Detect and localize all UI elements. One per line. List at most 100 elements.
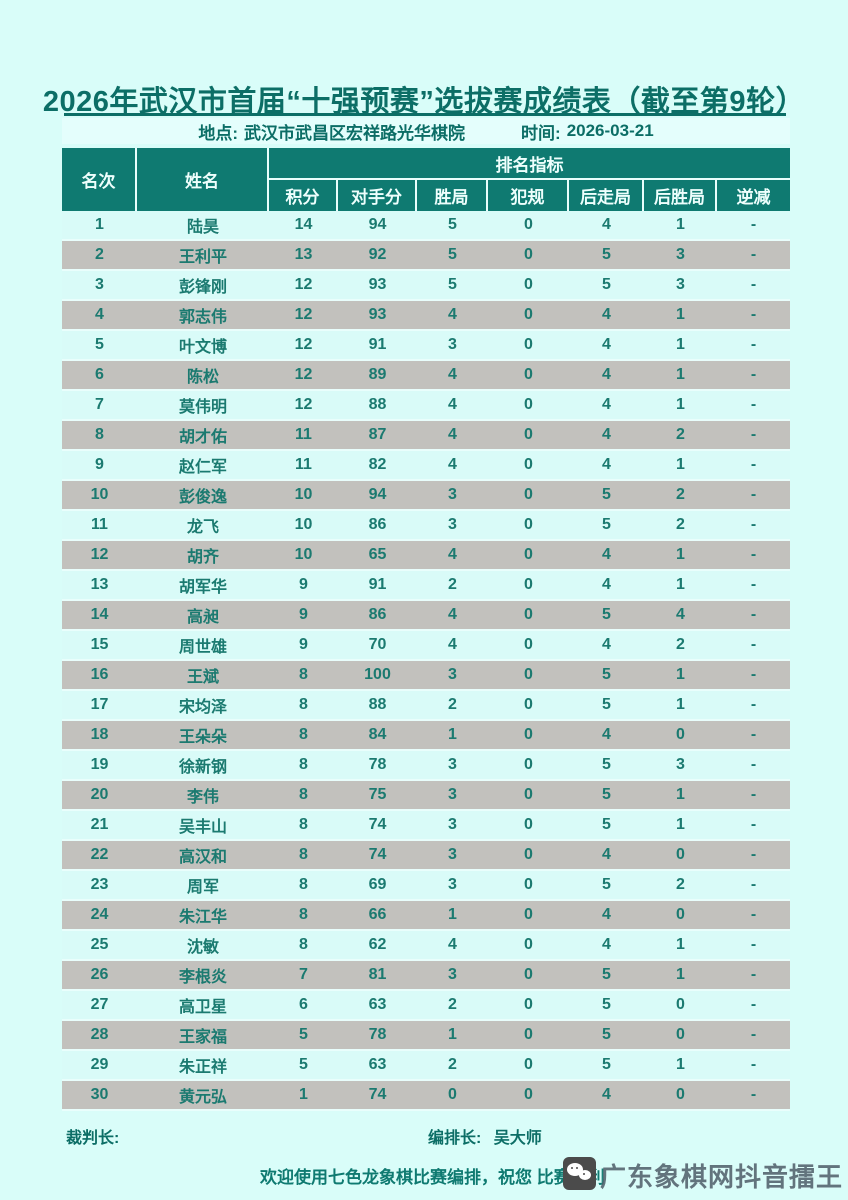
table-cell: 郭志伟: [137, 301, 269, 331]
table-cell: 4: [569, 571, 644, 601]
location-label: 地点:: [198, 123, 239, 143]
table-cell: 0: [488, 391, 569, 421]
table-cell: 4: [569, 361, 644, 391]
table-cell: 1: [644, 301, 717, 331]
table-cell: -: [717, 811, 791, 841]
table-cell: 5: [569, 781, 644, 811]
table-row: 13 胡军华 9 91 2 0 4 1-: [62, 571, 791, 601]
footer-signature-line: 裁判长: 编排长: 吴大师: [0, 1124, 848, 1147]
table-cell: 朱正祥: [137, 1051, 269, 1081]
table-cell: 0: [644, 991, 717, 1021]
table-cell: 1: [644, 691, 717, 721]
table-cell: 王利平: [137, 241, 269, 271]
table-cell: 5: [569, 1051, 644, 1081]
table-cell: 0: [488, 1081, 569, 1111]
table-header: 名次 姓名 排名指标 积分 对手分 胜局 犯规 后走局 后胜局 逆减: [62, 148, 791, 211]
table-cell: 15: [62, 631, 137, 661]
table-cell: -: [717, 481, 791, 511]
column-header-deduction: 逆减: [717, 180, 791, 211]
table-cell: 27: [62, 991, 137, 1021]
table-cell: -: [717, 781, 791, 811]
table-cell: 3: [417, 511, 488, 541]
table-cell: -: [717, 931, 791, 961]
table-cell: 11: [62, 511, 137, 541]
table-cell: 高昶: [137, 601, 269, 631]
table-cell: 2: [644, 481, 717, 511]
column-header-second-move-wins: 后胜局: [644, 180, 717, 211]
table-cell: 4: [644, 601, 717, 631]
table-cell: 1: [62, 211, 137, 241]
table-cell: 彭俊逸: [137, 481, 269, 511]
table-cell: 0: [488, 421, 569, 451]
table-cell: -: [717, 211, 791, 241]
table-cell: 3: [644, 271, 717, 301]
table-cell: 23: [62, 871, 137, 901]
chat-bubble-small: [579, 1170, 591, 1180]
table-cell: 8: [62, 421, 137, 451]
table-cell: -: [717, 961, 791, 991]
table-row: 27 高卫星 6 63 2 0 5 0-: [62, 991, 791, 1021]
table-row: 5 叶文博 12 91 3 0 4 1-: [62, 331, 791, 361]
table-cell: 2: [62, 241, 137, 271]
table-cell: 20: [62, 781, 137, 811]
table-cell: 胡齐: [137, 541, 269, 571]
table-cell: 0: [488, 661, 569, 691]
table-row: 8 胡才佑 11 87 4 0 4 2-: [62, 421, 791, 451]
table-cell: 黄元弘: [137, 1081, 269, 1111]
table-cell: 81: [338, 961, 417, 991]
table-cell: 87: [338, 421, 417, 451]
table-cell: 0: [488, 931, 569, 961]
table-cell: 75: [338, 781, 417, 811]
table-cell: 王斌: [137, 661, 269, 691]
table-cell: 沈敏: [137, 931, 269, 961]
table-cell: 陆昊: [137, 211, 269, 241]
page-title: 2026年武汉市首届“十强预赛”选拔赛成绩表（截至第9轮）: [42, 86, 806, 118]
table-cell: 5: [417, 271, 488, 301]
table-cell: -: [717, 241, 791, 271]
table-cell: 12: [269, 301, 338, 331]
table-cell: -: [717, 451, 791, 481]
column-header-points: 积分: [269, 180, 338, 211]
table-cell: 1: [644, 451, 717, 481]
table-cell: 10: [269, 541, 338, 571]
table-row: 16 王斌 8 100 3 0 5 1-: [62, 661, 791, 691]
table-cell: 3: [417, 841, 488, 871]
table-cell: 4: [417, 391, 488, 421]
table-cell: 0: [488, 781, 569, 811]
table-cell: 宋均泽: [137, 691, 269, 721]
table-cell: 3: [417, 811, 488, 841]
table-cell: 0: [488, 361, 569, 391]
column-header-fouls: 犯规: [488, 180, 569, 211]
table-cell: 5: [569, 871, 644, 901]
table-cell: 78: [338, 1021, 417, 1051]
table-cell: 1: [417, 901, 488, 931]
table-cell: 18: [62, 721, 137, 751]
table-cell: 3: [417, 751, 488, 781]
welcome-text: 欢迎使用七色龙象棋比赛编排，祝您 比赛顺利: [260, 1168, 605, 1187]
table-row: 28 王家福 5 78 1 0 5 0-: [62, 1021, 791, 1051]
table-cell: 5: [569, 961, 644, 991]
table-cell: 4: [569, 451, 644, 481]
table-cell: 4: [417, 601, 488, 631]
table-cell: 2: [644, 631, 717, 661]
table-cell: -: [717, 721, 791, 751]
table-cell: 2: [644, 511, 717, 541]
table-cell: 王朵朵: [137, 721, 269, 751]
table-cell: 91: [338, 331, 417, 361]
table-cell: -: [717, 871, 791, 901]
table-cell: 5: [569, 1021, 644, 1051]
table-cell: 9: [62, 451, 137, 481]
table-row: 24 朱江华 8 66 1 0 4 0-: [62, 901, 791, 931]
table-cell: 5: [62, 331, 137, 361]
table-cell: 12: [62, 541, 137, 571]
table-cell: 10: [269, 481, 338, 511]
table-cell: 78: [338, 751, 417, 781]
table-cell: 0: [488, 1051, 569, 1081]
table-cell: 0: [488, 271, 569, 301]
table-cell: 91: [338, 571, 417, 601]
table-row: 2 王利平 13 92 5 0 5 3-: [62, 241, 791, 271]
table-cell: 66: [338, 901, 417, 931]
column-header-wins: 胜局: [417, 180, 488, 211]
table-cell: 龙飞: [137, 511, 269, 541]
table-row: 4 郭志伟 12 93 4 0 4 1-: [62, 301, 791, 331]
